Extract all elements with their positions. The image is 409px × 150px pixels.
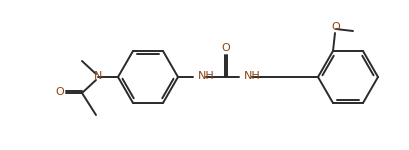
Text: N: N (94, 71, 102, 81)
Text: O: O (221, 43, 230, 53)
Text: O: O (56, 87, 64, 97)
Text: NH: NH (243, 71, 260, 81)
Text: NH: NH (198, 71, 214, 81)
Text: O: O (331, 22, 339, 32)
